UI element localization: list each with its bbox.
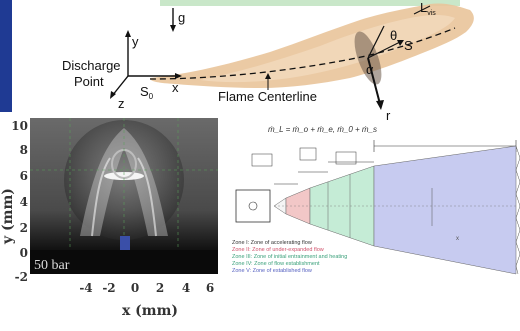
discharge-label-line1: Discharge	[62, 58, 121, 73]
y-axis-label: y	[132, 34, 139, 49]
r-coordinate-label: r	[386, 108, 391, 120]
zone-established-flow	[373, 145, 517, 275]
y-tick-label: 10	[11, 119, 28, 133]
alpha-label: α	[366, 62, 374, 77]
title-strip	[160, 0, 460, 6]
x-axis-title: x (mm)	[121, 303, 179, 319]
mass-flow-equation: ṁ_L = ṁ_o + ṁ_e, ṁ_0 + ṁ_s	[268, 125, 377, 134]
s-coordinate-label: S	[404, 38, 413, 53]
legend-zone-5: Zone V: Zone of established flow	[232, 268, 312, 274]
accent-bar	[0, 0, 12, 112]
y-tick-label: 8	[19, 143, 28, 157]
zone-diagram: ṁ_L = ṁ_o + ṁ_e, ṁ_0 + ṁ_s x Zone I: Zon…	[232, 125, 520, 275]
x-tick-label: 6	[205, 281, 215, 295]
x-tick-label: -2	[102, 281, 116, 295]
svg-text:x: x	[456, 236, 459, 242]
schlieren-image: 50 bar	[30, 118, 218, 274]
source-label: S0	[140, 84, 154, 101]
x-axis-label: x	[172, 80, 179, 95]
x-tick-label: 2	[155, 281, 165, 295]
pressure-overlay-label: 50 bar	[34, 258, 70, 273]
y-axis-title: y (mm)	[0, 188, 16, 244]
y-tick-label: 0	[19, 246, 28, 260]
legend-zone-1: Zone I: Zone of accelerating flow	[232, 240, 312, 246]
flame-length-label: Lvis	[420, 0, 436, 17]
y-tick-label: 2	[19, 221, 28, 235]
centerline-label: Flame Centerline	[218, 89, 317, 104]
x-tick-label: -4	[79, 281, 93, 295]
flame-schematic: g y x z S0 Discharge Point Flame Centerl…	[62, 0, 474, 120]
y-tick-label: 4	[19, 195, 28, 209]
legend-zone-3: Zone III: Zone of initial entrainment an…	[232, 254, 347, 260]
x-tick-label: 0	[130, 281, 140, 295]
y-tick-label: 6	[19, 169, 28, 183]
legend-zone-2: Zone II: Zone of under-expanded flow	[232, 247, 324, 253]
discharge-label-line2: Point	[74, 74, 104, 89]
legend-zone-4: Zone IV: Zone of flow establishment	[232, 261, 320, 267]
y-tick-label: -2	[14, 270, 28, 284]
centerline-path	[149, 27, 456, 80]
x-tick-label: 4	[181, 281, 191, 295]
gravity-label: g	[178, 10, 185, 25]
z-axis-label: z	[118, 96, 125, 111]
theta-label: θ	[390, 28, 397, 43]
